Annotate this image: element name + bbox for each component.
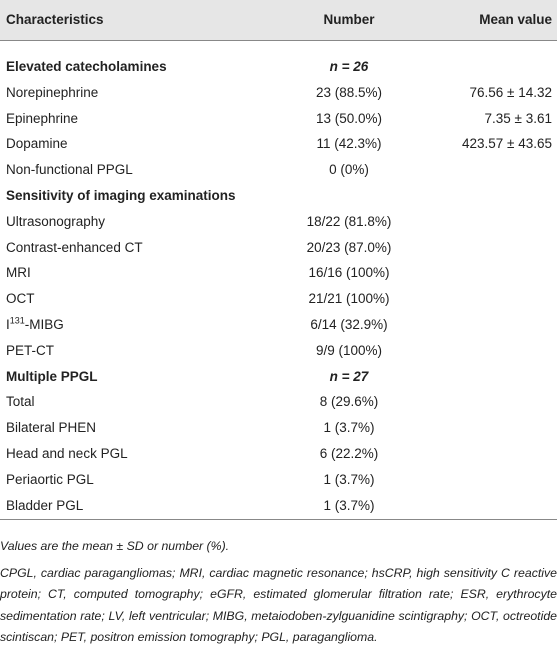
number-cell: 18/22 (81.8%) [306, 213, 392, 229]
number-cell: 13 (50.0%) [315, 110, 383, 126]
number-cell: 23 (88.5%) [315, 84, 383, 100]
number-cell: 1 (3.7%) [323, 471, 375, 487]
footnotes: Values are the mean ± SD or number (%). C… [0, 536, 557, 654]
row-label: Bladder PGL [6, 497, 84, 513]
row-label: PET-CT [6, 342, 55, 358]
label-part: 131 [9, 315, 25, 326]
header-cell: Number [323, 12, 375, 27]
header-row [0, 0, 557, 41]
group-title: Multiple PPGL [6, 368, 98, 384]
label-part: I [6, 317, 10, 332]
group-n: n = 27 [329, 368, 369, 384]
number-cell: 1 (3.7%) [323, 497, 375, 513]
header-cell: Characteristics [6, 12, 104, 27]
mean-cell: 76.56 ± 14.32 [469, 84, 552, 100]
row-label: Non-functional PPGL [6, 162, 133, 178]
mean-cell: 7.35 ± 3.61 [484, 110, 552, 126]
mean-cell: 423.57 ± 43.65 [462, 136, 552, 152]
group-n: n = 26 [329, 59, 369, 74]
number-cell: 20/23 (87.0%) [306, 239, 392, 255]
row-label: Head and neck PGL [6, 446, 128, 461]
row-label: MRI [6, 265, 31, 281]
number-cell: 6 (22.2%) [319, 446, 379, 461]
header-cell: Mean value [479, 12, 552, 27]
footnote: Values are the mean ± SD or number (%). [0, 539, 230, 553]
number-cell: 21/21 (100%) [308, 291, 390, 307]
number-cell: 9/9 (100%) [315, 342, 383, 358]
row-label: Ultrasonography [6, 213, 106, 229]
row-label: Epinephrine [6, 110, 79, 126]
row-label: Norepinephrine [6, 84, 99, 100]
row-label: I131-MIBG [6, 316, 64, 334]
number-cell: 11 (42.3%) [316, 136, 382, 152]
row-label: Periaortic PGL [6, 471, 94, 487]
footnote: CPGL, cardiac paragangliomas; MRI, cardi… [0, 565, 557, 645]
number-cell: 0 (0%) [329, 162, 369, 178]
group-title: Sensitivity of imaging examinations [6, 188, 236, 203]
row-label: OCT [6, 291, 35, 307]
row-label: Bilateral PHEN [6, 420, 97, 436]
row-label: Dopamine [6, 136, 68, 152]
row-label: Contrast-enhanced CT [6, 239, 143, 255]
label-part: -MIBG [24, 317, 64, 332]
number-cell: 16/16 (100%) [308, 265, 390, 281]
number-cell: 1 (3.7%) [323, 420, 375, 436]
number-cell: 8 (29.6%) [319, 394, 379, 410]
bottom-rule [0, 519, 557, 520]
group-title: Elevated catecholamines [6, 59, 167, 74]
row-label: Total [6, 394, 35, 410]
number-cell: 6/14 (32.9%) [310, 317, 388, 332]
